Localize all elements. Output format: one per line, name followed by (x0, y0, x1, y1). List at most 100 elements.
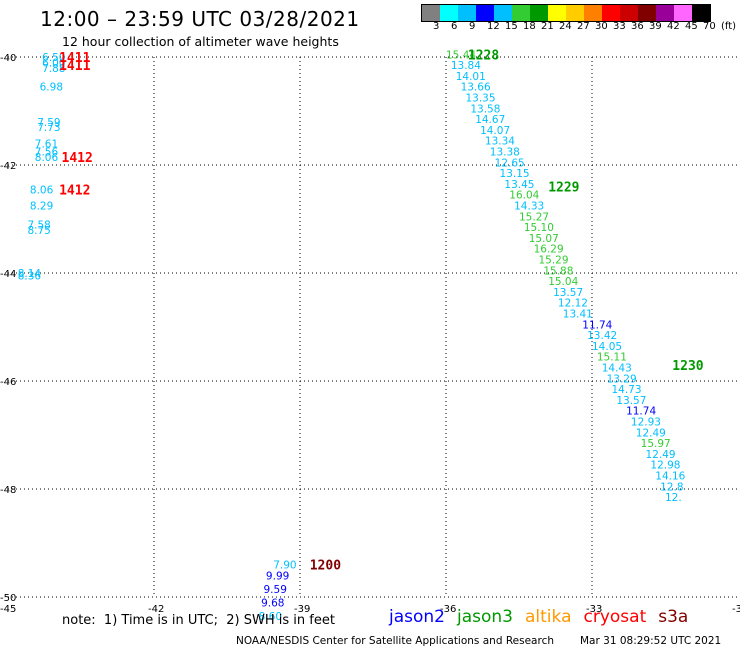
wave-height-value: 13.42 (587, 330, 617, 342)
colorbar-swatch (674, 5, 692, 21)
wave-height-value: 12.93 (631, 417, 661, 429)
wave-height-value: 7.73 (37, 122, 60, 134)
pass-id-label: 1230 (672, 359, 703, 374)
wave-height-value: 12.8 (660, 481, 683, 493)
colorbar-swatch (530, 5, 548, 21)
pass-id-label: 1228 (468, 48, 499, 63)
wave-height-value: 9.99 (266, 570, 289, 582)
page-title: 12:00 – 23:59 UTC 03/28/2021 (40, 7, 360, 31)
pass-id-label: 1411 (59, 51, 90, 66)
colorbar-swatch (440, 5, 458, 21)
lat-tick-label: -40 (0, 53, 16, 64)
wave-height-value: 8.36 (18, 271, 42, 283)
lon-tick-label: -33 (586, 604, 602, 615)
page-subtitle: 12 hour collection of altimeter wave hei… (62, 34, 339, 49)
wave-height-value: 12.49 (636, 427, 666, 439)
lon-tick-label: -36 (440, 604, 456, 615)
colorbar-swatch (494, 5, 512, 21)
pass-id-label: 1411 (59, 59, 90, 74)
wave-height-value: 13.57 (553, 287, 583, 299)
wave-height-value: 13.66 (461, 82, 491, 94)
lon-tick-label: -30 (732, 604, 740, 615)
colorbar-label: 12 (487, 21, 500, 32)
pass-id-label: 1412 (62, 151, 93, 166)
lat-tick-label: -46 (0, 377, 16, 388)
wave-height-value: 15.97 (641, 438, 671, 450)
wave-height-value: 6.00 (42, 57, 65, 69)
wave-height-value: 14.16 (655, 471, 685, 483)
colorbar-label: 21 (541, 21, 554, 32)
colorbar-label: 36 (631, 21, 644, 32)
wave-height-value: 7.56 (35, 147, 59, 159)
wave-height-value: 14.01 (456, 71, 486, 83)
colorbar-label: 3 (433, 21, 440, 32)
wave-height-value: 6.50 (42, 52, 65, 64)
wave-height-value: 8.29 (30, 201, 53, 213)
wave-height-value: 7.90 (273, 560, 296, 572)
pass-id-label: 1229 (548, 181, 579, 196)
wave-height-value: 6.98 (40, 82, 63, 94)
generated-timestamp: Mar 31 08:29:52 UTC 2021 (580, 635, 722, 647)
wave-height-value: 13.41 (563, 309, 593, 321)
wave-height-value: 8.75 (27, 225, 50, 237)
lat-tick-label: -42 (0, 161, 16, 172)
footer-note: note: 1) Time is in UTC; 2) SWH is in fe… (62, 613, 335, 628)
wave-height-value: 13.57 (616, 395, 646, 407)
colorbar-label: 33 (613, 21, 626, 32)
wave-height-value: 15.07 (529, 233, 559, 245)
colorbar-label: 15 (505, 21, 518, 32)
wave-height-value: 7.61 (35, 138, 58, 150)
axis-ticks: -45 -42 -39 -36 -33 -30 -40 -42 -44 -46 -48 -50 (0, 53, 740, 615)
wave-height-value: 13.15 (500, 168, 530, 180)
wave-height-value: 13.34 (485, 136, 515, 148)
wave-height-value: 13.35 (465, 93, 495, 105)
colorbar-swatch (422, 5, 440, 21)
wave-height-value: 14.07 (480, 125, 510, 137)
legend-s3a: s3a (658, 607, 689, 627)
legend-jason3: jason3 (457, 607, 513, 627)
wave-height-value: 13.38 (490, 147, 520, 159)
wave-height-value: 15.88 (543, 265, 573, 277)
lat-tick-label: -50 (0, 593, 16, 604)
colorbar-label: (ft) (721, 21, 737, 32)
colorbar-label: 39 (649, 21, 662, 32)
wave-height-value: 13.45 (504, 179, 534, 191)
wave-height-value: 12.98 (650, 460, 680, 472)
colorbar-label: 27 (577, 21, 590, 32)
colorbar-swatch (566, 5, 584, 21)
colorbar-label: 6 (451, 21, 458, 32)
colorbar-swatch (692, 5, 710, 21)
pass-id-label: 1200 (310, 559, 341, 574)
wave-height-value: 12.12 (558, 298, 588, 310)
wave-height-value: 14.05 (592, 341, 622, 353)
colorbar-swatch (602, 5, 620, 21)
colorbar-swatch (512, 5, 530, 21)
satellite-legend: jason2 jason3 altika cryosat s3a (389, 607, 700, 627)
pass-id-label: 1412 (59, 183, 90, 198)
wave-height-value: 14.67 (475, 114, 505, 126)
wave-height-value: 13.84 (451, 60, 481, 72)
colorbar-swatch (638, 5, 656, 21)
wave-height-value: 9.68 (261, 597, 284, 609)
colorbar-swatch (458, 5, 476, 21)
colorbar-swatch (620, 5, 638, 21)
wave-height-value: 8.06 (35, 152, 59, 164)
wave-height-value: 15.11 (597, 352, 627, 364)
lon-tick-label: -45 (0, 604, 16, 615)
wave-height-value: 9.59 (264, 584, 287, 596)
wave-height-value: 8.06 (30, 184, 54, 196)
colorbar-label: 9 (469, 21, 476, 32)
legend-jason2: jason2 (389, 607, 445, 627)
wave-height-value: 13.29 (607, 373, 637, 385)
colorbar-swatch (656, 5, 674, 21)
wave-height-value: 7.59 (37, 117, 60, 129)
lon-tick-label: -39 (294, 604, 310, 615)
wave-height-value: 12. (665, 492, 682, 504)
wave-height-value: 11.74 (582, 319, 612, 331)
wave-height-value: 15.04 (548, 276, 578, 288)
wave-height-value: 14.33 (514, 201, 544, 213)
colorbar-label: 42 (667, 21, 680, 32)
wave-height-value: 12.65 (495, 157, 525, 169)
colorbar-labels: 3 6 9 12 15 18 21 24 27 30 33 36 39 42 45 70 (ft) (421, 21, 736, 35)
